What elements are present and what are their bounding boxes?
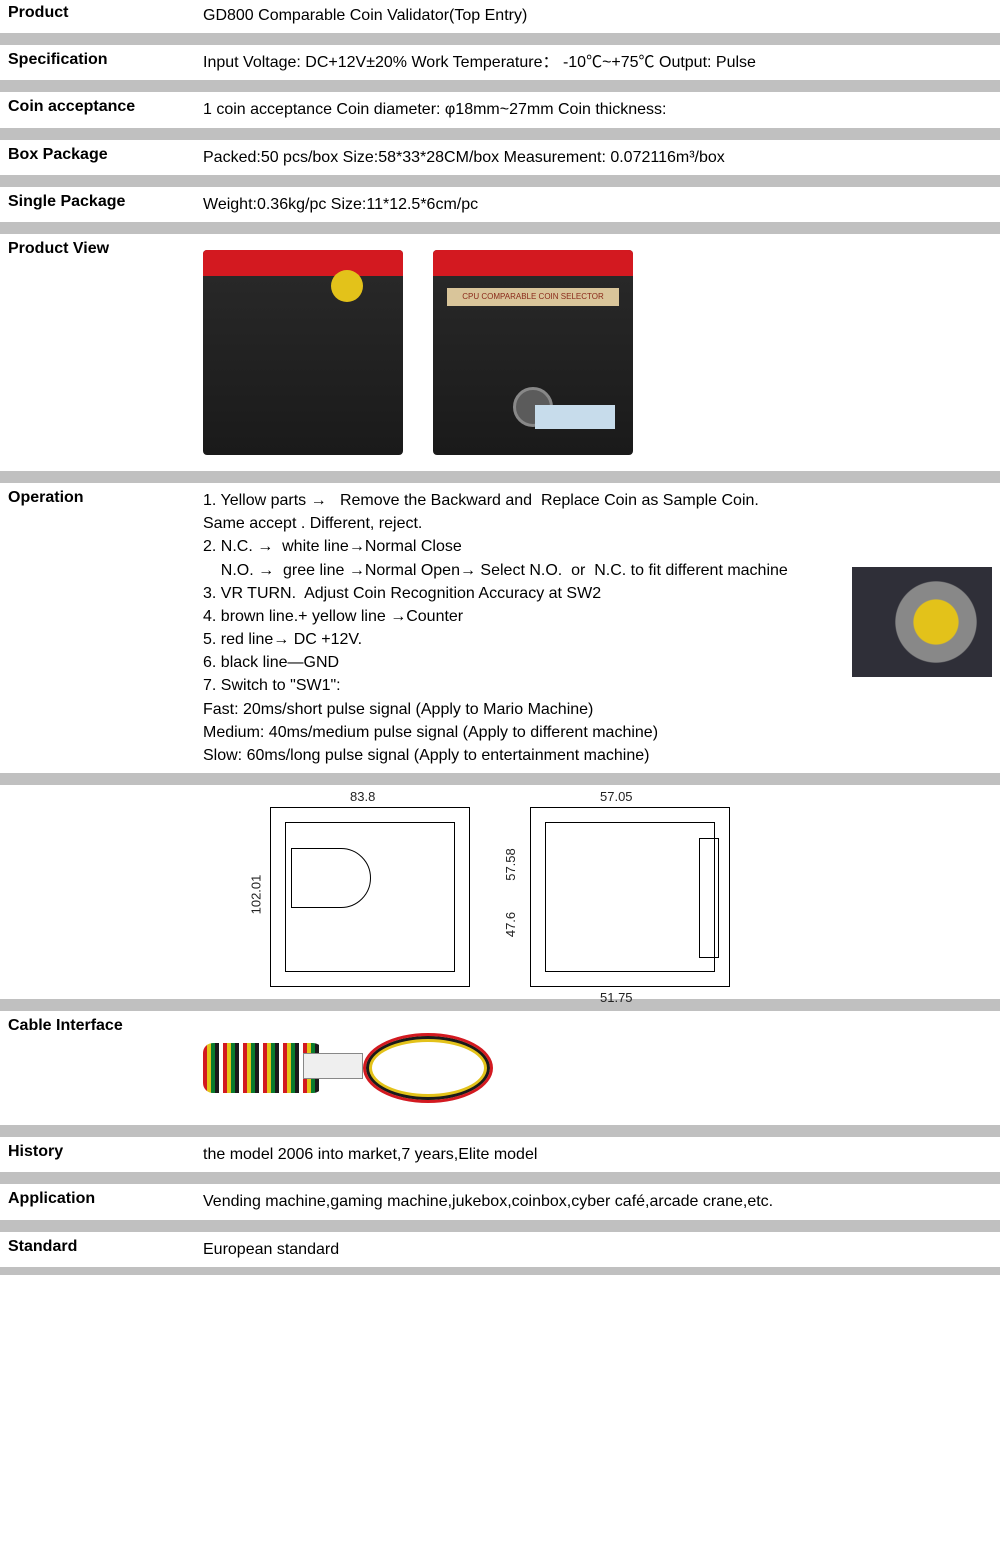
separator [0, 1172, 1000, 1184]
separator [0, 999, 1000, 1011]
row-coin-acceptance: Coin acceptance 1 coin acceptance Coin d… [0, 94, 1000, 125]
device-back-image: CPU COMPARABLE COIN SELECTOR [433, 250, 633, 455]
row-box-package: Box Package Packed:50 pcs/box Size:58*33… [0, 142, 1000, 173]
value-product: GD800 Comparable Coin Validator(Top Entr… [203, 4, 992, 27]
separator [0, 1125, 1000, 1137]
row-specification: Specification Input Voltage: DC+12V±20% … [0, 47, 1000, 78]
row-standard: Standard European standard [0, 1234, 1000, 1265]
row-application: Application Vending machine,gaming machi… [0, 1186, 1000, 1217]
operation-line: 3. VR TURN. Adjust Coin Recognition Accu… [203, 582, 812, 605]
label-specification: Specification [8, 51, 203, 69]
label-box-package: Box Package [8, 146, 203, 164]
row-product: Product GD800 Comparable Coin Validator(… [0, 0, 1000, 31]
separator [0, 471, 1000, 483]
operation-content: 1. Yellow parts → Remove the Backward an… [203, 489, 992, 767]
separator [0, 175, 1000, 187]
value-standard: European standard [203, 1238, 992, 1261]
operation-text: 1. Yellow parts → Remove the Backward an… [203, 489, 812, 767]
label-standard: Standard [8, 1238, 203, 1256]
value-specification: Input Voltage: DC+12V±20% Work Temperatu… [203, 51, 992, 74]
separator [0, 1220, 1000, 1232]
operation-line: Slow: 60ms/long pulse signal (Apply to e… [203, 744, 812, 767]
separator [0, 80, 1000, 92]
label-history: History [8, 1143, 203, 1161]
value-coin-acceptance: 1 coin acceptance Coin diameter: φ18mm~2… [203, 98, 992, 121]
value-application: Vending machine,gaming machine,jukebox,c… [203, 1190, 992, 1213]
row-history: History the model 2006 into market,7 yea… [0, 1139, 1000, 1170]
row-product-view: Product View CPU COMPARABLE COIN SELECTO… [0, 236, 1000, 469]
operation-line: N.O. → gree line →Normal Open→ Select N.… [203, 559, 812, 582]
operation-line: 1. Yellow parts → Remove the Backward an… [203, 489, 812, 512]
separator [0, 33, 1000, 45]
label-application: Application [8, 1190, 203, 1208]
value-box-package: Packed:50 pcs/box Size:58*33*28CM/box Me… [203, 146, 992, 169]
dim-left-side: 102.01 [248, 875, 263, 915]
dim-left-top: 83.8 [350, 789, 375, 804]
device-front-image [203, 250, 403, 455]
value-history: the model 2006 into market,7 years,Elite… [203, 1143, 992, 1166]
separator [0, 1267, 1000, 1275]
row-single-package: Single Package Weight:0.36kg/pc Size:11*… [0, 189, 1000, 220]
label-cable-interface: Cable Interface [8, 1017, 203, 1035]
operation-line: Fast: 20ms/short pulse signal (Apply to … [203, 698, 812, 721]
cable-interface-image [203, 1017, 992, 1119]
operation-line: Medium: 40ms/medium pulse signal (Apply … [203, 721, 812, 744]
row-cable-interface: Cable Interface [0, 1013, 1000, 1123]
diagram-front-view [270, 807, 470, 987]
product-view-images: CPU COMPARABLE COIN SELECTOR [203, 240, 992, 465]
diagram-side-view [530, 807, 730, 987]
label-operation: Operation [8, 489, 203, 507]
value-single-package: Weight:0.36kg/pc Size:11*12.5*6cm/pc [203, 193, 992, 216]
label-product-view: Product View [8, 240, 203, 258]
operation-line: 6. black line—GND [203, 651, 812, 674]
separator [0, 222, 1000, 234]
dim-right-top: 57.05 [600, 789, 633, 804]
device-back-label: CPU COMPARABLE COIN SELECTOR [447, 288, 619, 306]
operation-line: 2. N.C. → white line→Normal Close [203, 535, 812, 558]
operation-line: 7. Switch to "SW1": [203, 674, 812, 697]
label-coin-acceptance: Coin acceptance [8, 98, 203, 116]
label-product: Product [8, 4, 203, 22]
separator [0, 128, 1000, 140]
dim-right-mid: 57.58 [503, 848, 518, 881]
dimension-diagrams: 83.8 102.01 57.05 8.2 57.58 47.6 51.75 [0, 787, 1000, 997]
operation-line: 5. red line→ DC +12V. [203, 628, 812, 651]
operation-line: Same accept . Different, reject. [203, 512, 812, 535]
operation-coin-photo [852, 567, 992, 677]
label-single-package: Single Package [8, 193, 203, 211]
dim-right-mid2: 47.6 [503, 912, 518, 937]
row-operation: Operation 1. Yellow parts → Remove the B… [0, 485, 1000, 771]
operation-line: 4. brown line.+ yellow line →Counter [203, 605, 812, 628]
dim-right-bottom: 51.75 [600, 990, 633, 1005]
separator [0, 773, 1000, 785]
